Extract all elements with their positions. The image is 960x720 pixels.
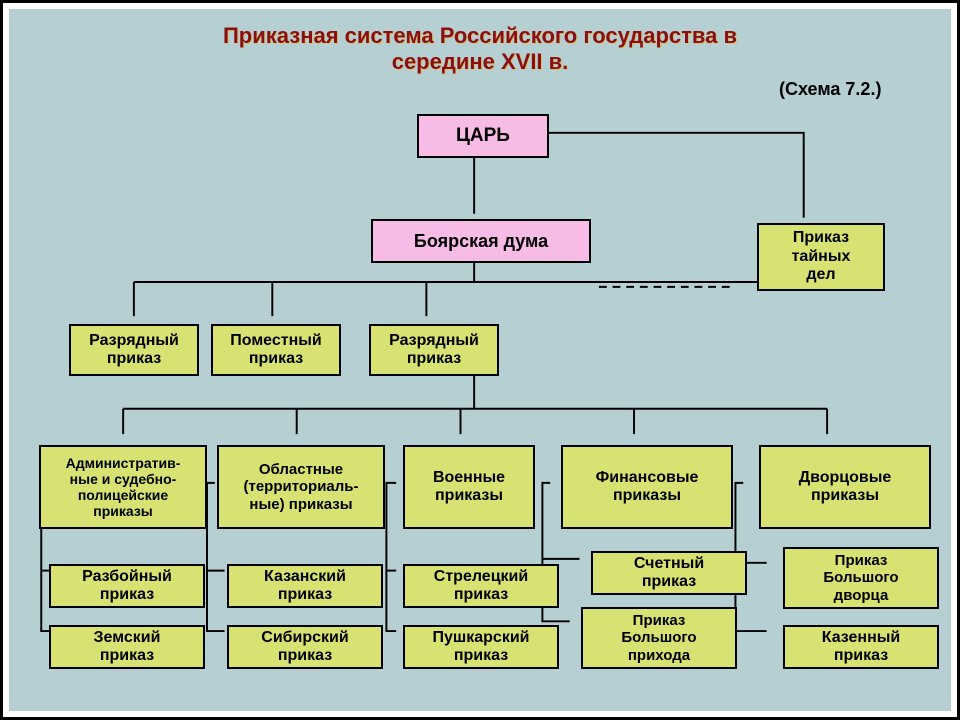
node-fin: Финансовые приказы [561, 445, 733, 529]
node-kazen: Казенный приказ [783, 625, 939, 669]
diagram-subtitle: (Схема 7.2.) [779, 79, 881, 100]
node-kazan: Казанский приказ [227, 564, 383, 608]
node-sibir: Сибирский приказ [227, 625, 383, 669]
node-dvor: Дворцовые приказы [759, 445, 931, 529]
node-tsar: ЦАРЬ [417, 114, 549, 158]
node-admin: Административ- ные и судебно- полицейски… [39, 445, 207, 529]
node-razboi: Разбойный приказ [49, 564, 205, 608]
node-bigprih: Приказ Большого прихода [581, 607, 737, 669]
node-razr2: Разрядный приказ [369, 324, 499, 376]
node-bigdvor: Приказ Большого дворца [783, 547, 939, 609]
node-schet: Счетный приказ [591, 551, 747, 595]
node-pushk: Пушкарский приказ [403, 625, 559, 669]
diagram-frame: Приказная система Российского государств… [0, 0, 960, 720]
diagram-canvas: Приказная система Российского государств… [9, 9, 951, 711]
node-secret: Приказ тайных дел [757, 223, 885, 291]
node-voen: Военные приказы [403, 445, 535, 529]
node-oblast: Областные (территориаль- ные) приказы [217, 445, 385, 529]
node-duma: Боярская дума [371, 219, 591, 263]
node-pomest: Поместный приказ [211, 324, 341, 376]
node-razr1: Разрядный приказ [69, 324, 199, 376]
diagram-title: Приказная система Российского государств… [9, 23, 951, 75]
node-zemsk: Земский приказ [49, 625, 205, 669]
node-strel: Стрелецкий приказ [403, 564, 559, 608]
